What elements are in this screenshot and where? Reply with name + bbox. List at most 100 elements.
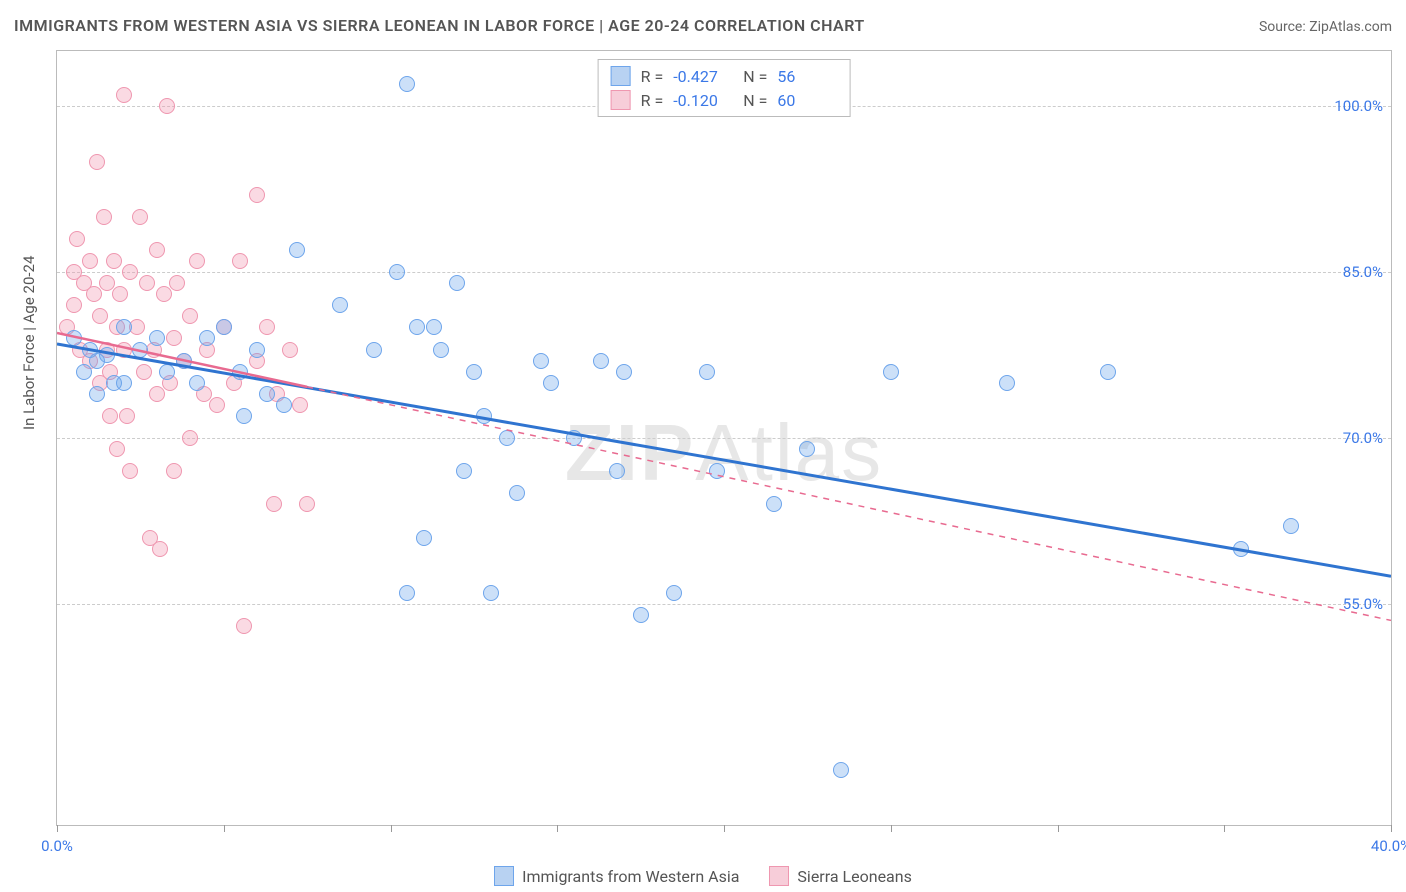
data-point [249, 342, 265, 358]
chart-frame: ZIPAtlas 55.0%70.0%85.0%100.0%0.0%40.0% … [56, 50, 1392, 826]
data-point [766, 496, 782, 512]
data-point [799, 441, 815, 457]
data-point [149, 386, 165, 402]
data-point [543, 375, 559, 391]
x-tick [1391, 825, 1392, 832]
r-value-1: -0.120 [673, 91, 733, 110]
data-point [666, 585, 682, 601]
legend-item-0: Immigrants from Western Asia [494, 866, 739, 886]
legend-swatch-0 [494, 866, 514, 886]
x-tick [57, 825, 58, 832]
data-point [289, 242, 305, 258]
data-point [169, 275, 185, 291]
data-point [106, 253, 122, 269]
data-point [199, 330, 215, 346]
gridline [57, 604, 1391, 605]
y-tick-label: 70.0% [1343, 429, 1383, 447]
data-point [112, 286, 128, 302]
data-point [139, 275, 155, 291]
data-point [216, 319, 232, 335]
data-point [102, 408, 118, 424]
data-point [159, 98, 175, 114]
n-value-0: 56 [777, 67, 837, 86]
data-point [833, 762, 849, 778]
data-point [176, 353, 192, 369]
data-point [156, 286, 172, 302]
data-point [282, 342, 298, 358]
data-point [609, 463, 625, 479]
y-axis-title: In Labor Force | Age 20-24 [20, 256, 38, 430]
data-point [152, 541, 168, 557]
bottom-legend: Immigrants from Western Asia Sierra Leon… [0, 866, 1406, 886]
x-tick [557, 825, 558, 832]
data-point [399, 76, 415, 92]
data-point [166, 330, 182, 346]
data-point [416, 530, 432, 546]
legend-label-0: Immigrants from Western Asia [522, 867, 739, 886]
stats-swatch-1 [611, 90, 631, 110]
title-bar: IMMIGRANTS FROM WESTERN ASIA VS SIERRA L… [14, 16, 1392, 35]
x-tick [1058, 825, 1059, 832]
legend-swatch-1 [769, 866, 789, 886]
stats-swatch-0 [611, 66, 631, 86]
source-link[interactable]: Source: ZipAtlas.com [1259, 19, 1392, 35]
data-point [276, 397, 292, 413]
data-point [699, 364, 715, 380]
data-point [466, 364, 482, 380]
data-point [449, 275, 465, 291]
data-point [116, 319, 132, 335]
data-point [92, 308, 108, 324]
data-point [426, 319, 442, 335]
y-tick-label: 85.0% [1343, 263, 1383, 281]
data-point [96, 209, 112, 225]
data-point [116, 342, 132, 358]
x-tick [891, 825, 892, 832]
data-point [136, 364, 152, 380]
gridline [57, 272, 1391, 273]
data-point [89, 154, 105, 170]
data-point [332, 297, 348, 313]
data-point [232, 253, 248, 269]
data-point [116, 87, 132, 103]
n-label: N = [743, 67, 767, 86]
data-point [159, 364, 175, 380]
data-point [433, 342, 449, 358]
data-point [456, 463, 472, 479]
stats-row-1: R = -0.120 N = 60 [611, 88, 838, 112]
data-point [499, 430, 515, 446]
data-point [292, 397, 308, 413]
data-point [249, 187, 265, 203]
n-label: N = [743, 91, 767, 110]
data-point [132, 209, 148, 225]
data-point [389, 264, 405, 280]
data-point [69, 231, 85, 247]
data-point [122, 463, 138, 479]
chart-container: IMMIGRANTS FROM WESTERN ASIA VS SIERRA L… [0, 0, 1406, 892]
data-point [82, 253, 98, 269]
data-point [483, 585, 499, 601]
data-point [189, 375, 205, 391]
data-point [149, 242, 165, 258]
x-tick-label: 0.0% [41, 837, 73, 855]
r-value-0: -0.427 [673, 67, 733, 86]
data-point [709, 463, 725, 479]
data-point [1100, 364, 1116, 380]
data-point [883, 364, 899, 380]
data-point [236, 408, 252, 424]
data-point [86, 286, 102, 302]
gridline [57, 438, 1391, 439]
data-point [109, 441, 125, 457]
data-point [236, 618, 252, 634]
data-point [633, 607, 649, 623]
data-point [509, 485, 525, 501]
data-point [116, 375, 132, 391]
data-point [266, 496, 282, 512]
data-point [1233, 541, 1249, 557]
stats-legend-box: R = -0.427 N = 56 R = -0.120 N = 60 [598, 59, 851, 117]
data-point [89, 386, 105, 402]
x-tick-label: 40.0% [1371, 837, 1406, 855]
data-point [122, 264, 138, 280]
data-point [66, 330, 82, 346]
x-tick [1224, 825, 1225, 832]
data-point [182, 430, 198, 446]
